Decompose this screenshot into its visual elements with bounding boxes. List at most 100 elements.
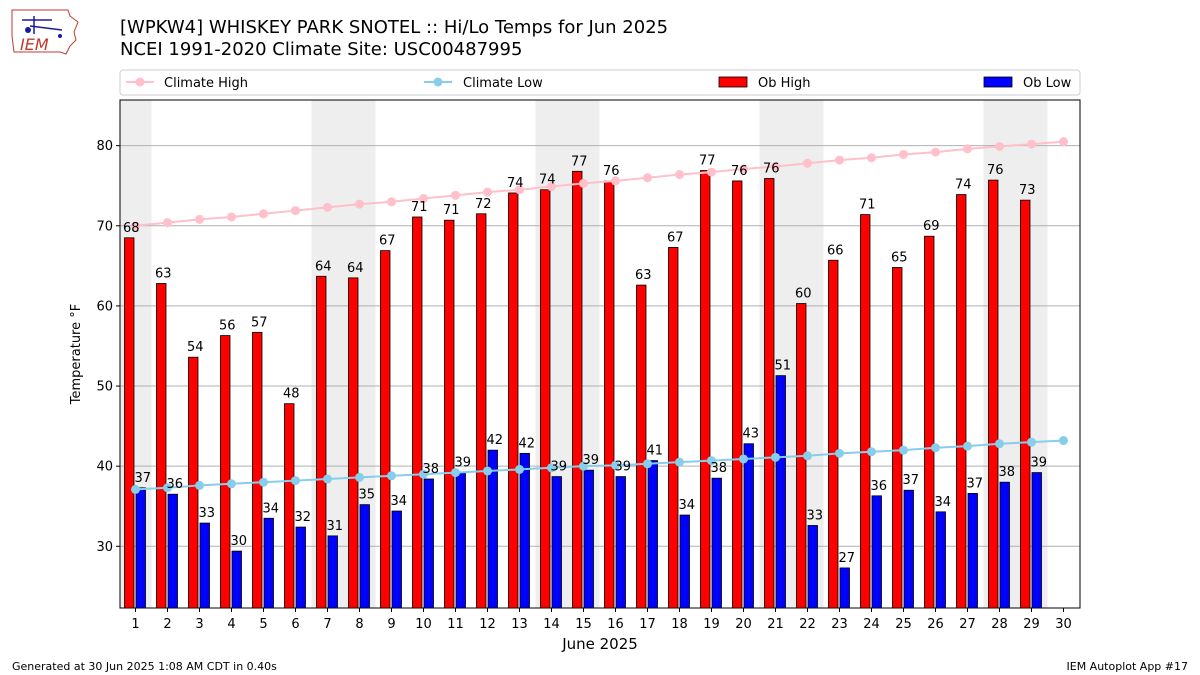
climate-low-point-30 [1059, 436, 1068, 446]
y-tick-label-70: 70 [96, 219, 113, 234]
bar-low-1 [135, 487, 146, 609]
climate-low-point-3 [195, 480, 204, 490]
climate-low-point-16 [611, 460, 620, 470]
bar-high-11 [444, 219, 455, 609]
x-tick-label-24: 24 [863, 617, 880, 632]
x-tick-label-11: 11 [447, 617, 464, 632]
bar-label-high-23: 66 [827, 243, 844, 258]
bar-label-high-29: 73 [1019, 183, 1036, 198]
bar-low-3 [199, 522, 210, 609]
climate-low-point-29 [1027, 437, 1036, 447]
bar-label-high-8: 64 [347, 261, 364, 276]
x-tick-label-29: 29 [1023, 617, 1040, 632]
climate-high-point-10 [419, 194, 428, 204]
legend-swatch-ob-high [718, 76, 748, 88]
climate-high-point-13 [515, 185, 524, 195]
climate-high-point-29 [1027, 139, 1036, 149]
bar-label-low-18: 34 [678, 498, 695, 513]
iem-logo: IEM [11, 9, 79, 55]
climate-low-point-13 [515, 464, 524, 474]
x-tick-label-23: 23 [831, 617, 848, 632]
bar-high-27 [956, 194, 967, 609]
bar-label-low-4: 30 [230, 534, 247, 549]
climate-low-point-1 [131, 484, 140, 494]
x-tick-label-16: 16 [607, 617, 624, 632]
bar-label-high-9: 67 [379, 234, 396, 249]
climate-high-point-18 [675, 170, 684, 180]
bar-low-2 [167, 493, 178, 609]
climate-high-line [135, 140, 1064, 227]
bar-low-29 [1031, 472, 1042, 609]
bar-label-low-13: 42 [518, 436, 535, 451]
bar-high-10 [412, 216, 423, 609]
bar-high-21 [764, 178, 775, 609]
climate-high-point-19 [707, 167, 716, 177]
climate-low-point-2 [163, 483, 172, 493]
bar-label-high-22: 60 [795, 287, 812, 302]
bar-label-low-16: 39 [614, 460, 631, 475]
bar-high-4 [220, 335, 231, 609]
climate-high-point-11 [451, 190, 460, 200]
bar-label-low-8: 35 [358, 488, 375, 503]
bar-high-24 [860, 214, 871, 609]
climate-low-point-19 [707, 456, 716, 466]
bar-low-4 [231, 550, 242, 609]
climate-high-point-5 [259, 209, 268, 219]
bar-label-high-27: 74 [955, 178, 972, 193]
bar-label-high-25: 65 [891, 250, 908, 265]
bar-low-9 [391, 510, 402, 609]
bar-label-high-10: 71 [411, 200, 428, 215]
bar-high-23 [828, 259, 839, 609]
climate-low-point-8 [355, 472, 364, 482]
x-tick-label-12: 12 [479, 617, 496, 632]
x-tick-label-7: 7 [323, 617, 331, 632]
climate-high-point-27 [963, 144, 972, 154]
y-tick-label-50: 50 [96, 380, 113, 395]
y-tick-label-60: 60 [96, 299, 113, 314]
x-tick-label-22: 22 [799, 617, 816, 632]
climate-low-point-12 [483, 466, 492, 476]
bar-high-17 [636, 284, 647, 609]
x-tick-label-30: 30 [1055, 617, 1072, 632]
bar-label-low-17: 41 [646, 444, 663, 459]
bar-label-low-9: 34 [390, 494, 407, 509]
x-tick-label-27: 27 [959, 617, 976, 632]
climate-high-point-22 [803, 158, 812, 168]
x-tick-label-19: 19 [703, 617, 720, 632]
bar-low-28 [999, 481, 1010, 609]
bar-label-low-2: 36 [166, 477, 183, 492]
climate-high-point-17 [643, 173, 652, 183]
climate-high-point-30 [1059, 137, 1068, 147]
climate-high-point-20 [739, 164, 748, 174]
bar-label-low-24: 36 [870, 479, 887, 494]
climate-low-point-7 [323, 474, 332, 484]
climate-low-point-15 [579, 461, 588, 471]
bar-label-low-20: 43 [742, 427, 759, 442]
y-gridlines [120, 145, 1080, 547]
bar-label-high-21: 76 [763, 162, 780, 177]
bar-label-high-17: 63 [635, 268, 652, 283]
bar-low-8 [359, 504, 370, 609]
bar-label-high-15: 77 [571, 154, 588, 169]
climate-low-point-17 [643, 459, 652, 469]
bar-labels: 68 63 54 56 57 48 64 64 67 71 71 72 74 74 77 76 63 67 77 76… [123, 154, 1047, 566]
bar-label-high-5: 57 [251, 315, 268, 330]
bar-label-low-1: 37 [134, 471, 151, 486]
bar-low-11 [455, 472, 466, 609]
climate-low-point-27 [963, 441, 972, 451]
bar-label-high-6: 48 [283, 387, 300, 402]
bar-high-13 [508, 192, 519, 609]
bar-label-low-3: 33 [198, 506, 215, 521]
bar-label-high-24: 71 [859, 198, 876, 213]
bar-low-19 [711, 477, 722, 609]
bar-low-25 [903, 489, 914, 609]
bar-label-high-1: 68 [123, 221, 140, 236]
climate-low-point-14 [547, 463, 556, 473]
bar-label-high-12: 72 [475, 197, 492, 212]
climate-high-point-14 [547, 182, 556, 192]
climate-low-point-21 [771, 452, 780, 462]
generated-note: Generated at 30 Jun 2025 1:08 AM CDT in … [12, 660, 277, 673]
legend: Climate High Climate Low Ob High Ob Low [119, 69, 1081, 96]
bar-label-high-18: 67 [667, 230, 684, 245]
